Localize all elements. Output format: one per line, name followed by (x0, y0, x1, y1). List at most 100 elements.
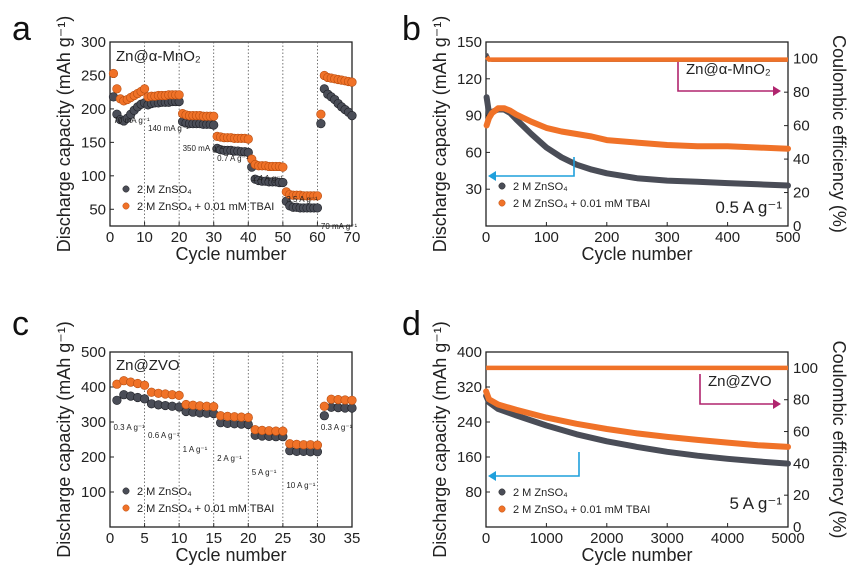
panel-letter-c: c (12, 305, 29, 343)
y-tick-label: 100 (81, 484, 106, 501)
x-tick-label: 0 (106, 530, 114, 547)
legend-marker-tbai (499, 506, 505, 512)
x-tick-label: 0 (482, 229, 490, 246)
y2-tick-label: 80 (793, 392, 810, 409)
y-tick-label: 150 (457, 34, 482, 51)
film-label: Zn@α-MnO₂ (686, 61, 771, 78)
ce-line-tbai (487, 57, 788, 60)
y-tick-label: 90 (465, 108, 482, 125)
panel-letter-b: b (402, 10, 421, 48)
y2-tick-label: 0 (793, 218, 801, 235)
data-point-tbai (140, 381, 149, 390)
legend-label-base: 2 M ZnSO₄ (513, 181, 568, 193)
rate-label: 10 A g⁻¹ (286, 481, 315, 490)
y2-tick-label: 20 (793, 487, 810, 504)
capacity-line-tbai (487, 108, 788, 149)
legend-marker-tbai (123, 505, 129, 511)
data-point-tbai (320, 402, 329, 411)
rate-label: 3.5 A g⁻¹ (286, 195, 318, 204)
y2-tick-label: 40 (793, 455, 810, 472)
data-point-base (320, 411, 329, 420)
legend-marker-base (123, 488, 129, 494)
x-tick-label: 35 (344, 530, 361, 547)
rate-label: 2 A g⁻¹ (217, 454, 242, 463)
rate-label: 0.3 A g⁻¹ (321, 423, 353, 432)
y-tick-label: 400 (81, 379, 106, 396)
y2-tick-label: 60 (793, 118, 810, 135)
legend-marker-base (123, 186, 129, 192)
rate-label: 1 A g⁻¹ (183, 445, 208, 454)
y-tick-label: 120 (457, 71, 482, 88)
y2-tick-label: 80 (793, 84, 810, 101)
ce-axis-arrowhead (773, 86, 781, 96)
capacity-axis-arrow (496, 452, 579, 476)
data-point-tbai (279, 163, 288, 172)
data-point-tbai (209, 112, 218, 121)
y-tick-label: 400 (457, 344, 482, 361)
legend-label-tbai: 2 M ZnSO₄ + 0.01 mM TBAI (513, 504, 650, 516)
x-tick-label: 60 (309, 229, 326, 246)
y2-tick-label: 20 (793, 185, 810, 202)
x-tick-label: 4000 (711, 530, 744, 547)
data-point-tbai (348, 78, 357, 87)
y2-tick-label: 40 (793, 151, 810, 168)
rate-label: 5 A g⁻¹ (252, 468, 277, 477)
panel-letter-d: d (402, 305, 421, 343)
y-axis-title: Discharge capacity (mAh g⁻¹) (54, 16, 74, 253)
data-point-tbai (313, 441, 322, 450)
data-point-base (348, 111, 357, 120)
rate-label: 0.6 A g⁻¹ (148, 431, 180, 440)
data-point-tbai (140, 85, 149, 94)
y2-axis-title: Coulombic efficiency (%) (829, 35, 849, 233)
rate-label: 0.3 A g⁻¹ (113, 423, 145, 432)
legend-label-tbai: 2 M ZnSO₄ + 0.01 mM TBAI (137, 503, 274, 515)
capacity-axis-arrowhead (488, 471, 496, 481)
y-axis-title: Discharge capacity (mAh g⁻¹) (430, 321, 450, 558)
film-label: Zn@ZVO (708, 373, 772, 390)
current-density-label: 5 A g⁻¹ (730, 494, 783, 513)
capacity-axis-arrowhead (488, 171, 496, 181)
y-tick-label: 200 (81, 449, 106, 466)
x-tick-label: 70 (344, 229, 361, 246)
x-axis-title: Cycle number (175, 545, 286, 565)
x-tick-label: 30 (309, 530, 326, 547)
data-point-tbai (317, 110, 326, 119)
legend-marker-base (499, 183, 505, 189)
data-point-tbai (175, 391, 184, 400)
x-tick-label: 100 (534, 229, 559, 246)
y2-axis-title: Coulombic efficiency (%) (829, 341, 849, 539)
legend-label-base: 2 M ZnSO₄ (513, 487, 568, 499)
y-tick-label: 240 (457, 414, 482, 431)
legend-marker-tbai (499, 200, 505, 206)
x-tick-label: 0 (106, 229, 114, 246)
y-axis-title: Discharge capacity (mAh g⁻¹) (54, 321, 74, 558)
rate-label: 1.4 A g⁻¹ (252, 174, 284, 183)
legend-marker-tbai (123, 203, 129, 209)
data-point-base (209, 121, 218, 130)
data-point-tbai (109, 69, 118, 78)
data-point-tbai (244, 135, 253, 144)
panel-a-chart: 0 10 20 30 40 50 60 70 50 100 150 200 250 300 Cycle nu… (54, 16, 360, 264)
x-axis-title: Cycle number (581, 244, 692, 264)
film-label: Zn@ZVO (116, 357, 180, 374)
y-tick-label: 50 (89, 201, 106, 218)
current-density-label: 0.5 A g⁻¹ (715, 198, 782, 217)
x-axis-title: Cycle number (581, 545, 692, 565)
film-label: Zn@α-MnO₂ (116, 48, 201, 65)
y2-tick-label: 100 (793, 360, 818, 377)
x-tick-label: 400 (715, 229, 740, 246)
data-point-tbai (279, 427, 288, 436)
data-point-tbai (113, 85, 122, 94)
data-point-base (313, 204, 322, 213)
y-tick-label: 150 (81, 134, 106, 151)
data-point-base (317, 119, 326, 128)
plot-frame (110, 352, 352, 527)
x-tick-label: 5 (140, 530, 148, 547)
data-point-base (348, 404, 357, 413)
y-tick-label: 250 (81, 67, 106, 84)
rate-label: 350 mA g⁻¹ (183, 144, 224, 153)
y-tick-label: 160 (457, 449, 482, 466)
y-axis-title: Discharge capacity (mAh g⁻¹) (430, 16, 450, 253)
data-point-tbai (348, 396, 357, 405)
